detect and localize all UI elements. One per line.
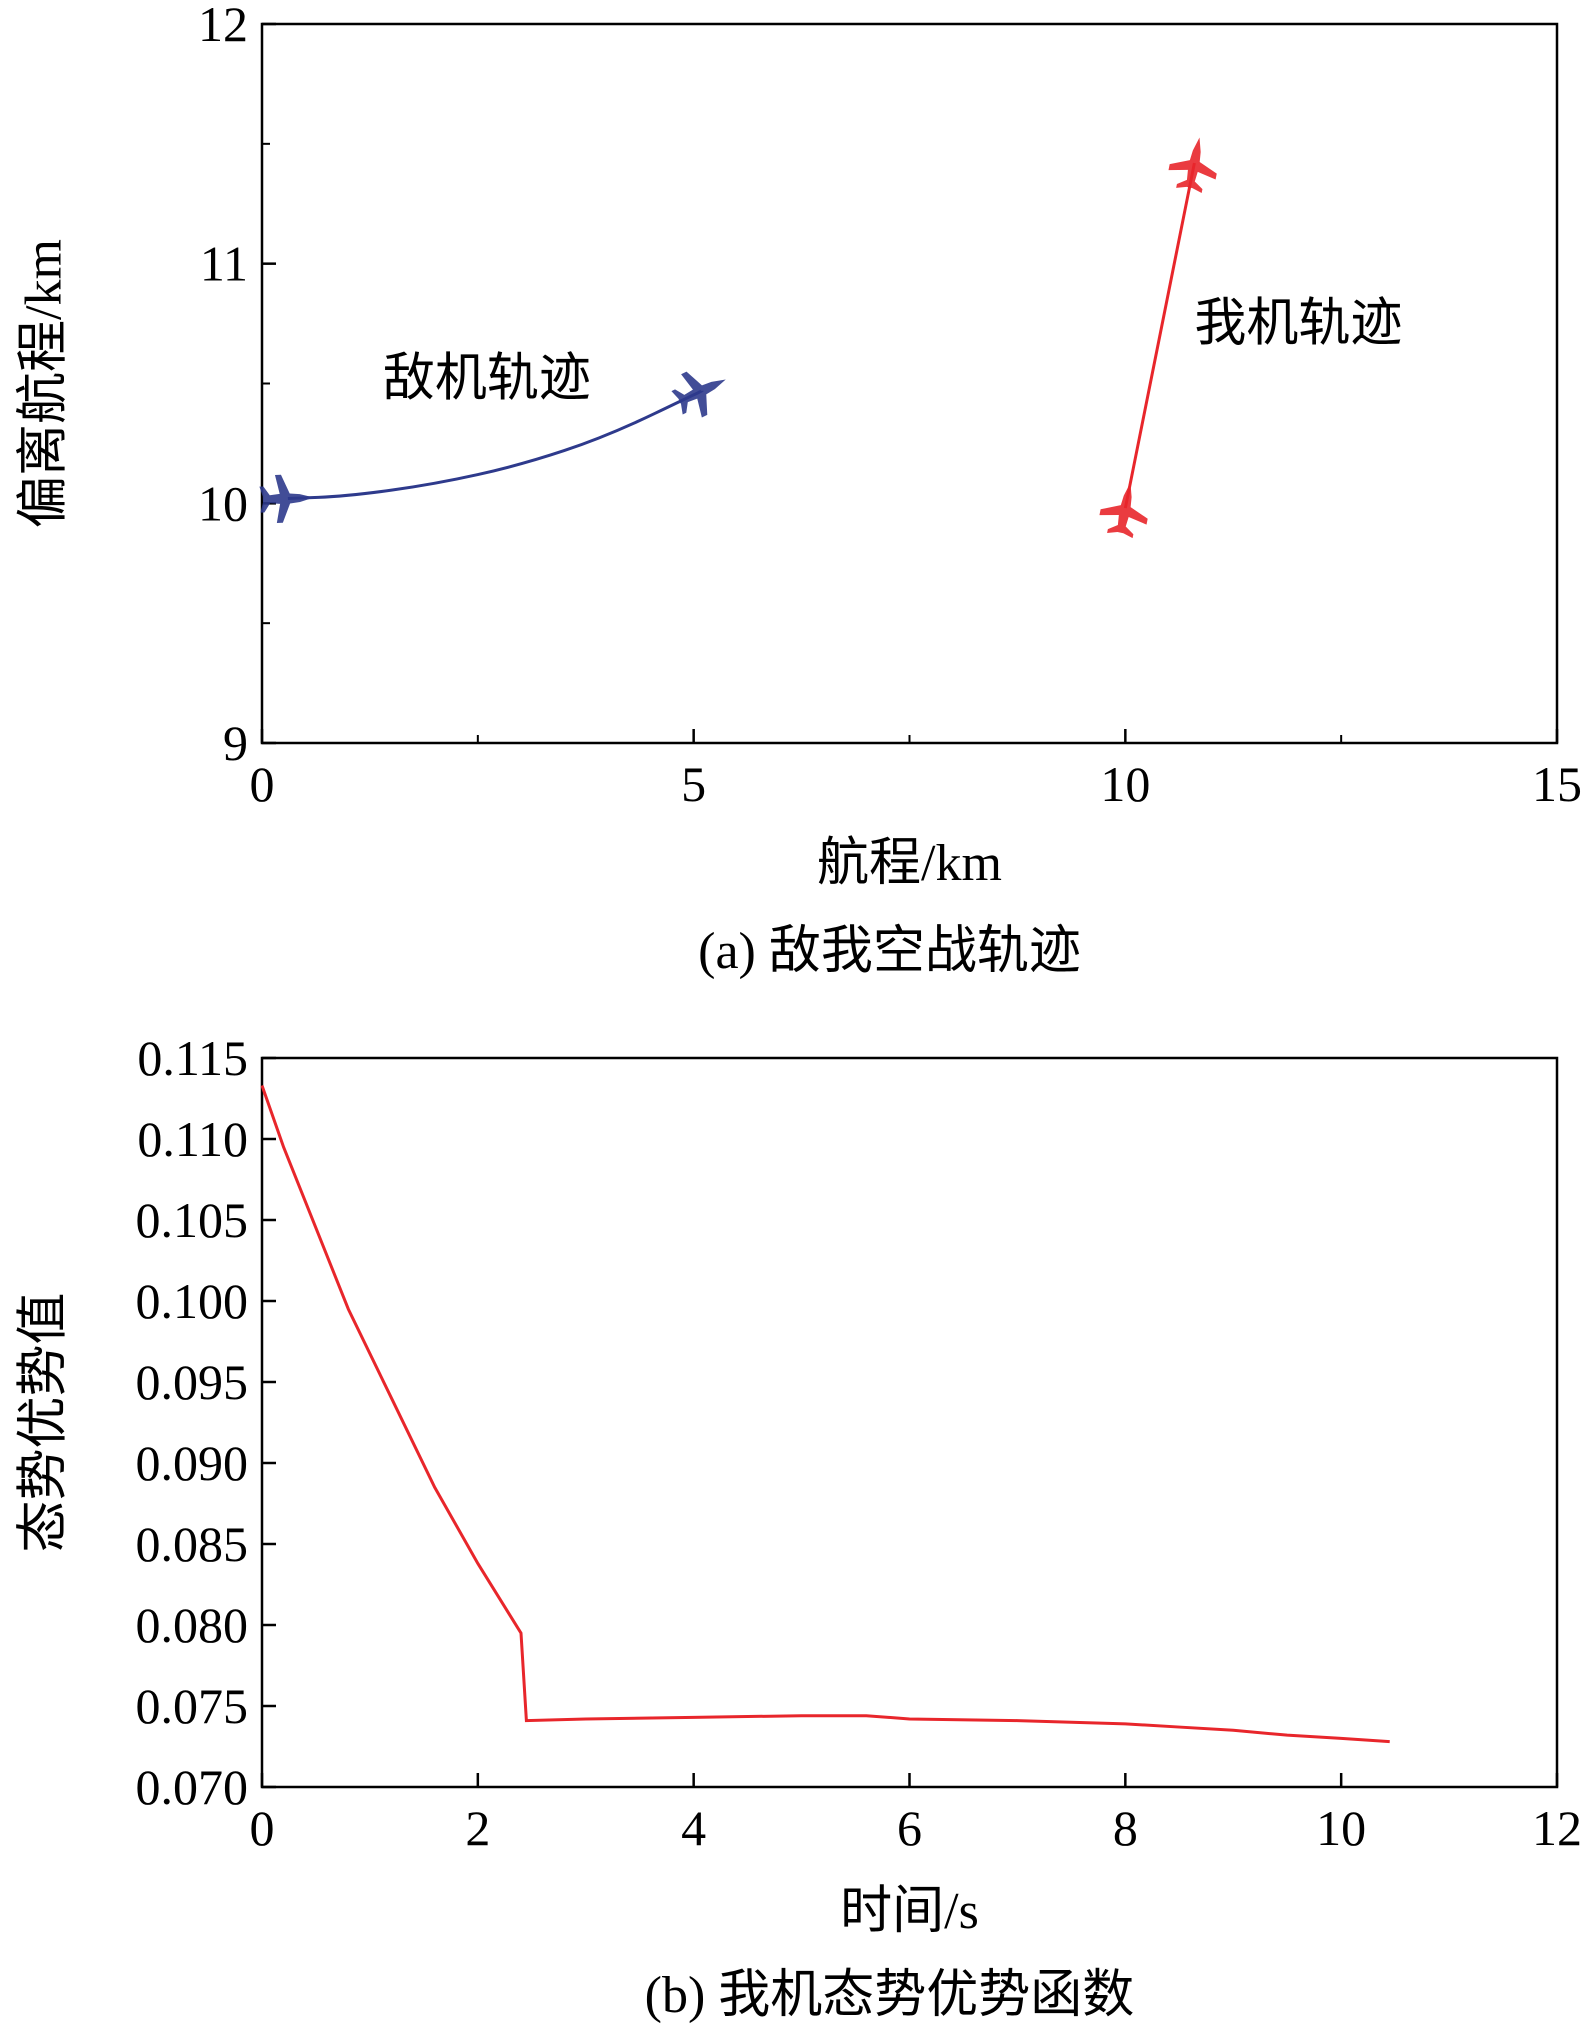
x-tick-label: 0 <box>250 1800 275 1856</box>
figure-caption: (b) 我机态势优势函数 <box>645 1967 1135 2024</box>
chart-b-advantage-function: 0 2 4 6 8 10 12 0.070 0.075 0.080 0.085 0.090 0.095 0… <box>16 1030 1583 2024</box>
x-tick-label: 6 <box>897 1800 922 1856</box>
y-tick-label: 0.080 <box>136 1597 249 1653</box>
figure-caption: (a) 敌我空战轨迹 <box>698 923 1081 980</box>
x-tick-label: 5 <box>681 756 706 812</box>
aircraft-icon <box>1168 137 1217 194</box>
x-axis-label: 航程/km <box>817 835 1002 892</box>
series-label: 敌机轨迹 <box>383 350 591 407</box>
series-line-0 <box>260 1085 1390 1744</box>
aircraft-icon <box>1099 482 1148 539</box>
chart-a-trajectories: 0 5 10 15 9 10 11 12 航程/km 偏离航程/km (a) 敌我空战轨迹 敌机轨迹 我… <box>16 0 1583 980</box>
series-line-0 <box>287 389 703 501</box>
y-axis-label: 态势优势值 <box>16 1292 73 1552</box>
plot-frame <box>260 1056 1559 1789</box>
x-tick-label: 0 <box>250 756 275 812</box>
series-label: 我机轨迹 <box>1194 295 1402 352</box>
aircraft-icon <box>259 474 314 523</box>
x-tick-label: 15 <box>1532 756 1582 812</box>
x-tick-label: 4 <box>681 1800 706 1856</box>
y-tick-label: 0.110 <box>137 1111 248 1167</box>
series-line-1 <box>1123 162 1196 509</box>
y-tick-label: 0.070 <box>136 1759 249 1815</box>
x-tick-label: 8 <box>1113 1800 1138 1856</box>
y-tick-label: 0.105 <box>136 1192 249 1248</box>
aircraft-icon <box>671 371 726 418</box>
y-tick-label: 0.095 <box>136 1354 249 1410</box>
y-tick-label: 9 <box>223 715 248 771</box>
y-tick-label: 11 <box>200 236 248 292</box>
x-tick-label: 10 <box>1316 1800 1366 1856</box>
y-tick-label: 0.085 <box>136 1516 249 1572</box>
x-tick-label: 2 <box>465 1800 490 1856</box>
x-axis-label: 时间/s <box>840 1883 979 1940</box>
x-tick-label: 10 <box>1100 756 1150 812</box>
y-tick-label: 0.075 <box>136 1678 249 1734</box>
y-tick-label: 12 <box>198 0 248 52</box>
y-tick-label: 0.115 <box>137 1030 248 1086</box>
y-axis-label: 偏离航程/km <box>16 239 73 528</box>
y-tick-label: 0.100 <box>136 1273 249 1329</box>
y-tick-label: 10 <box>198 475 248 531</box>
y-tick-label: 0.090 <box>136 1435 249 1491</box>
x-tick-label: 12 <box>1532 1800 1582 1856</box>
